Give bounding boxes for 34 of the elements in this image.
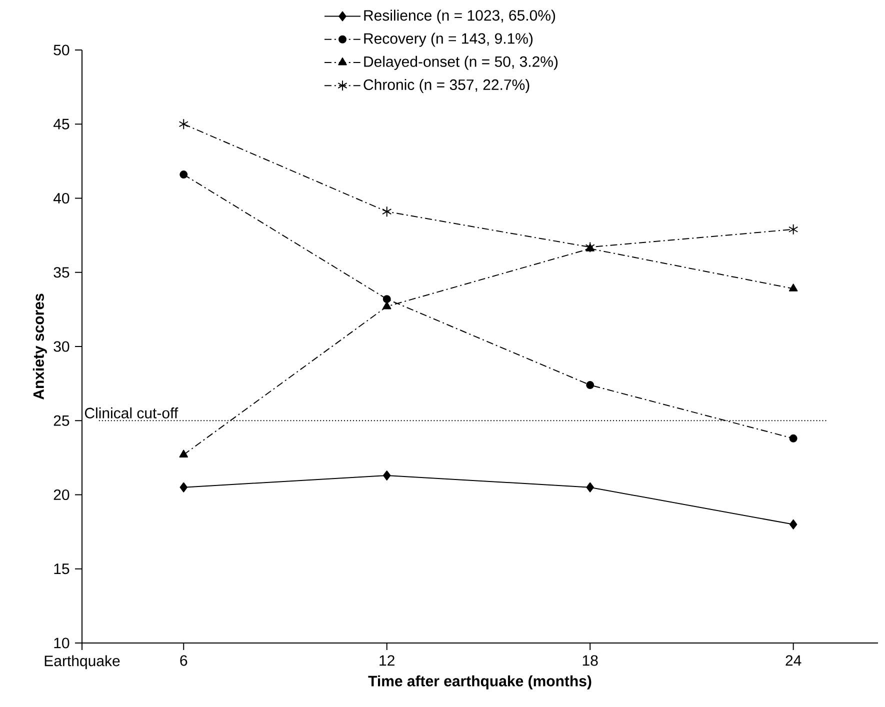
- y-tick-label: 25: [54, 415, 70, 426]
- point: [788, 224, 798, 235]
- point: [179, 450, 188, 458]
- y-tick-label: 20: [54, 489, 70, 500]
- legend-label: Recovery (n = 143, 9.1%): [364, 32, 533, 47]
- point: [789, 434, 798, 442]
- x-axis-title: Time after earthquake (months): [368, 675, 592, 690]
- point: [382, 470, 391, 480]
- point: [586, 482, 594, 492]
- point: [180, 170, 188, 179]
- x-tick-label: 6: [180, 655, 188, 666]
- legend-label: Chronic (n = 357, 22.7%): [364, 79, 530, 93]
- point: [586, 381, 594, 390]
- point: [178, 118, 188, 130]
- y-tick-label: 45: [53, 118, 70, 130]
- y-tick-label: 35: [54, 267, 70, 278]
- y-tick-label: 10: [54, 638, 70, 648]
- point: [788, 284, 798, 292]
- y-axis-title: Anxiety scores: [32, 294, 47, 400]
- legend-label: Resilience (n = 1023, 65.0%): [364, 10, 556, 24]
- point: [382, 295, 391, 304]
- x-tick-label: 18: [582, 655, 598, 666]
- point: [789, 519, 798, 530]
- y-tick-label: 30: [54, 341, 70, 352]
- x-tick-label: 12: [380, 655, 394, 666]
- y-tick-label: 50: [54, 44, 70, 56]
- legend-label: Delayed-onset (n = 50, 3.2%): [364, 56, 558, 70]
- ref-line-label: Clinical cut-off: [84, 407, 178, 418]
- point: [180, 482, 188, 492]
- point: [382, 206, 392, 218]
- x-tick-label: Earthquake: [44, 655, 120, 670]
- x-tick-label: 24: [786, 655, 802, 666]
- y-tick-label: 15: [54, 564, 70, 574]
- y-tick-label: 40: [53, 192, 70, 204]
